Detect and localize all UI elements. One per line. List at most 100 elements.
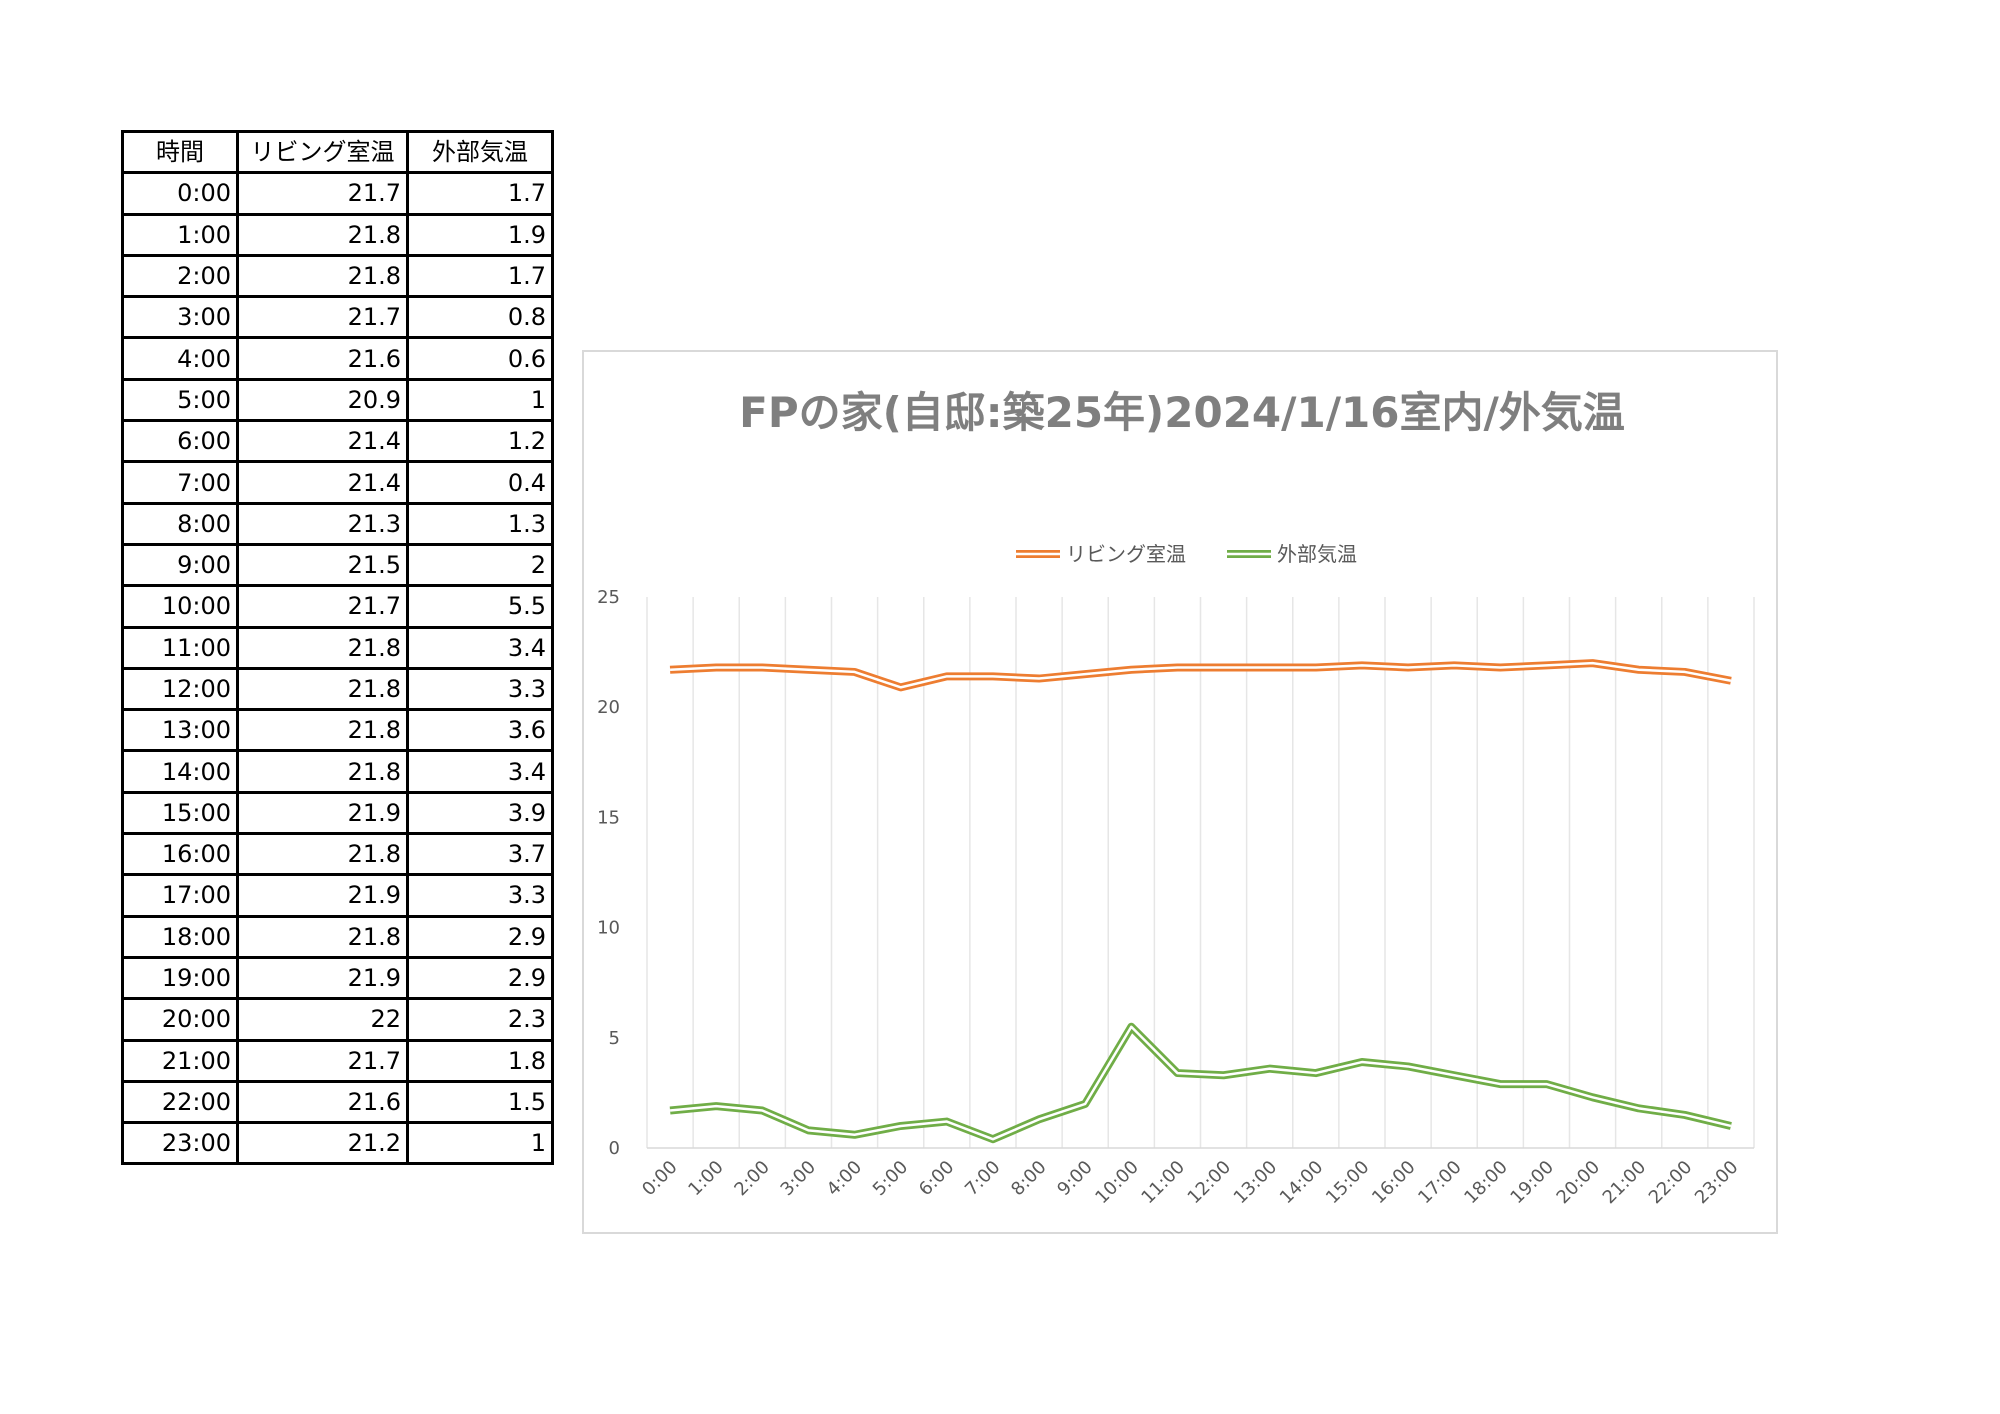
cell-outdoor-temp: 1 [406, 1121, 554, 1166]
cell-outdoor-temp: 3.3 [406, 873, 554, 918]
y-tick-label: 15 [597, 807, 620, 828]
x-tick-label: 14:00 [1276, 1157, 1328, 1209]
cell-living-temp: 21.5 [236, 542, 409, 588]
table-row: 19:00 21.9 2.9 [121, 955, 554, 1001]
x-tick-label: 23:00 [1691, 1157, 1743, 1209]
data-table: 時間 リビング室温 外部気温 0:00 21.7 1.7 1:00 21.8 1.9 2:0… [121, 129, 554, 1166]
cell-time: 13:00 [121, 708, 239, 753]
cell-living-temp: 21.9 [236, 873, 409, 918]
x-tick-label: 5:00 [869, 1157, 912, 1200]
table-row: 11:00 21.8 3.4 [121, 625, 554, 670]
x-tick-label: 8:00 [1007, 1157, 1050, 1200]
x-tick-label: 7:00 [961, 1157, 1004, 1200]
cell-living-temp: 21.8 [236, 253, 409, 299]
x-tick-label: 15:00 [1322, 1157, 1374, 1209]
legend-label: 外部気温 [1277, 542, 1357, 566]
cell-living-temp: 21.6 [236, 336, 409, 381]
series-line-1 [669, 1022, 1732, 1144]
table-row: 16:00 21.8 3.7 [121, 832, 554, 877]
x-tick-label: 16:00 [1368, 1157, 1420, 1209]
cell-time: 14:00 [121, 749, 239, 794]
table-row: 5:00 20.9 1 [121, 377, 554, 423]
cell-outdoor-temp: 3.7 [406, 832, 554, 877]
cell-time: 21:00 [121, 1038, 239, 1083]
chart-title: FPの家(自邸:築25年)2024/1/16室内/外気温 [739, 388, 1625, 437]
table-row: 2:00 21.8 1.7 [121, 253, 554, 299]
x-tick-label: 21:00 [1599, 1157, 1651, 1209]
y-axis-ticks: 0 5 10 15 20 25 [597, 587, 620, 1159]
header-time: 時間 [121, 129, 239, 175]
cell-outdoor-temp: 1.8 [406, 1038, 554, 1083]
cell-living-temp: 21.4 [236, 419, 409, 464]
x-tick-label: 22:00 [1645, 1157, 1697, 1209]
legend-label: リビング室温 [1066, 542, 1186, 566]
cell-living-temp: 21.9 [236, 955, 409, 1001]
cell-living-temp: 22 [236, 997, 409, 1042]
series-line-0 [669, 659, 1732, 692]
cell-time: 8:00 [121, 501, 239, 546]
cell-time: 0:00 [121, 171, 239, 216]
table-row: 3:00 21.7 0.8 [121, 295, 554, 340]
cell-outdoor-temp: 2.9 [406, 955, 554, 1001]
cell-living-temp: 21.8 [236, 832, 409, 877]
cell-time: 3:00 [121, 295, 239, 340]
cell-outdoor-temp: 3.4 [406, 625, 554, 670]
legend-item-0: リビング室温 [1016, 542, 1186, 566]
cell-outdoor-temp: 2.9 [406, 914, 554, 959]
x-tick-label: 3:00 [777, 1157, 820, 1200]
cell-time: 16:00 [121, 832, 239, 877]
y-tick-label: 20 [597, 697, 620, 718]
cell-outdoor-temp: 1.2 [406, 419, 554, 464]
cell-outdoor-temp: 3.3 [406, 666, 554, 712]
cell-living-temp: 21.8 [236, 708, 409, 753]
cell-time: 23:00 [121, 1121, 239, 1166]
x-tick-label: 20:00 [1553, 1157, 1605, 1209]
cell-outdoor-temp: 0.6 [406, 336, 554, 381]
table-header-row: 時間 リビング室温 外部気温 [121, 129, 554, 175]
cell-outdoor-temp: 0.4 [406, 460, 554, 505]
table-row: 10:00 21.7 5.5 [121, 584, 554, 629]
table-row: 9:00 21.5 2 [121, 542, 554, 588]
cell-outdoor-temp: 1.9 [406, 212, 554, 257]
cell-living-temp: 21.7 [236, 295, 409, 340]
x-tick-label: 6:00 [915, 1157, 958, 1200]
table-row: 6:00 21.4 1.2 [121, 419, 554, 464]
cell-living-temp: 21.8 [236, 749, 409, 794]
cell-living-temp: 21.7 [236, 171, 409, 216]
chart-legend: リビング室温 外部気温 [1016, 542, 1357, 566]
cell-outdoor-temp: 1 [406, 377, 554, 423]
x-tick-label: 13:00 [1230, 1157, 1282, 1209]
cell-living-temp: 21.7 [236, 584, 409, 629]
cell-time: 9:00 [121, 542, 239, 588]
line-chart: FPの家(自邸:築25年)2024/1/16室内/外気温 リビング室温 外部気温 … [597, 388, 1755, 1209]
cell-living-temp: 21.7 [236, 1038, 409, 1083]
cell-outdoor-temp: 5.5 [406, 584, 554, 629]
x-tick-label: 4:00 [823, 1157, 866, 1200]
cell-outdoor-temp: 2 [406, 542, 554, 588]
cell-outdoor-temp: 0.8 [406, 295, 554, 340]
cell-time: 17:00 [121, 873, 239, 918]
table-row: 7:00 21.4 0.4 [121, 460, 554, 505]
table-row: 23:00 21.2 1 [121, 1121, 554, 1166]
table-row: 18:00 21.8 2.9 [121, 914, 554, 959]
cell-time: 19:00 [121, 955, 239, 1001]
table-row: 1:00 21.8 1.9 [121, 212, 554, 257]
cell-time: 7:00 [121, 460, 239, 505]
cell-outdoor-temp: 1.3 [406, 501, 554, 546]
cell-time: 22:00 [121, 1079, 239, 1125]
cell-living-temp: 21.6 [236, 1079, 409, 1125]
cell-time: 11:00 [121, 625, 239, 670]
cell-living-temp: 21.2 [236, 1121, 409, 1166]
header-living-temp: リビング室温 [236, 129, 409, 175]
cell-outdoor-temp: 3.4 [406, 749, 554, 794]
table-row: 0:00 21.7 1.7 [121, 171, 554, 216]
y-tick-label: 25 [597, 587, 620, 608]
cell-outdoor-temp: 2.3 [406, 997, 554, 1042]
x-tick-label: 10:00 [1091, 1157, 1143, 1209]
cell-outdoor-temp: 1.7 [406, 253, 554, 299]
table-row: 13:00 21.8 3.6 [121, 708, 554, 753]
cell-time: 20:00 [121, 997, 239, 1042]
cell-time: 1:00 [121, 212, 239, 257]
x-tick-label: 11:00 [1137, 1157, 1189, 1209]
table-row: 14:00 21.8 3.4 [121, 749, 554, 794]
